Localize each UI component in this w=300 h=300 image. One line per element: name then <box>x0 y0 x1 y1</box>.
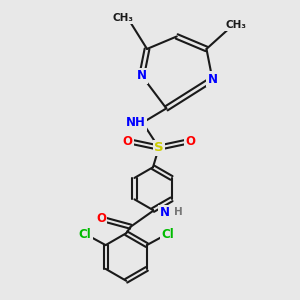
Text: NH: NH <box>126 116 146 129</box>
Text: O: O <box>186 135 196 148</box>
Text: Cl: Cl <box>161 228 174 241</box>
Text: O: O <box>122 135 132 148</box>
Text: N: N <box>137 69 147 82</box>
Text: Cl: Cl <box>78 228 91 241</box>
Text: H: H <box>174 207 183 218</box>
Text: N: N <box>207 73 218 86</box>
Text: N: N <box>160 206 170 219</box>
Text: CH₃: CH₃ <box>225 20 246 30</box>
Text: O: O <box>96 212 106 225</box>
Text: CH₃: CH₃ <box>113 13 134 23</box>
Text: S: S <box>154 141 164 154</box>
